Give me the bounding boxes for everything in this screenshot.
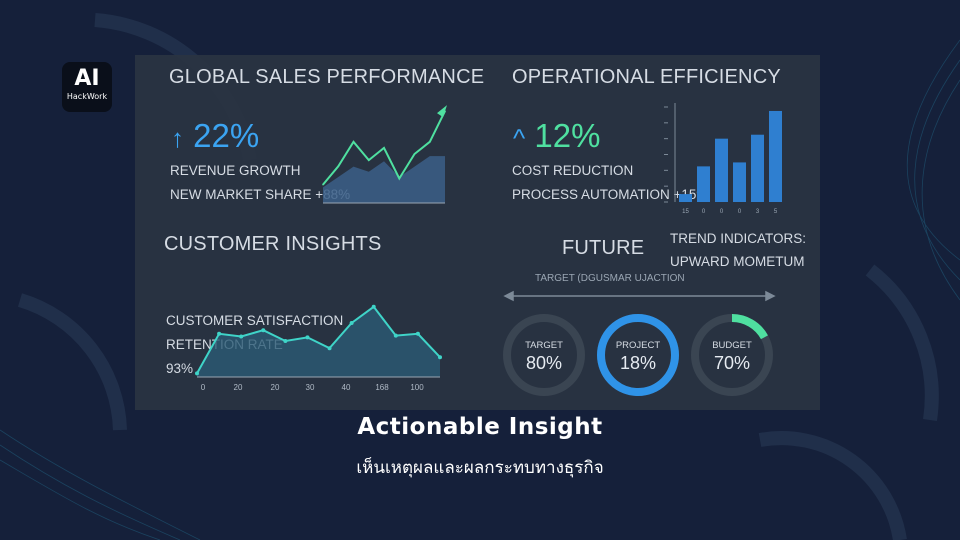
customer-point — [371, 304, 376, 309]
up-arrow-icon: ↑ — [171, 123, 184, 153]
customer-satisfaction-label: CUSTOMER SATISFACTION — [166, 313, 344, 328]
customer-x-tick-label: 30 — [306, 383, 315, 392]
bar-x-tick-label: 3 — [756, 209, 760, 215]
customer-x-tick-label: 20 — [234, 383, 243, 392]
gauge-value: 70% — [714, 353, 750, 373]
customer-point — [283, 339, 288, 343]
customer-series-line — [196, 305, 441, 374]
cost-reduction-metric: 12% — [534, 117, 601, 154]
footer-title: Actionable Insight — [357, 414, 603, 440]
sales-point — [337, 165, 340, 168]
trend-indicators-label: TREND INDICATORS: — [670, 231, 807, 246]
upward-momentum-label: UPWARD MOMETUM — [670, 254, 805, 269]
efficiency-bar-chart: 15 0 0 0 3 5 — [664, 103, 782, 215]
sales-point — [428, 140, 431, 143]
customer-insights-title: CUSTOMER INSIGHTS — [164, 233, 382, 255]
sales-point — [367, 159, 370, 161]
caret-up-icon: ^ — [513, 123, 526, 153]
customer-point — [217, 331, 222, 336]
cost-reduction-value: ^ 12% — [513, 117, 600, 155]
customer-point — [327, 346, 332, 351]
customer-point — [305, 335, 310, 340]
brand-logo: AI HackWork — [62, 62, 112, 112]
sales-point — [413, 153, 416, 155]
gauge-value: 80% — [526, 353, 562, 373]
sales-point — [383, 147, 385, 149]
bar-x-tick-label: 0 — [702, 209, 706, 215]
efficiency-bar — [715, 138, 728, 202]
sales-area-chart — [322, 105, 447, 204]
bar-x-tick-label: 5 — [774, 209, 778, 215]
gauge-track — [503, 314, 585, 396]
gauge-progress-arc — [691, 314, 773, 396]
cost-reduction-label: COST REDUCTION — [512, 163, 634, 178]
new-market-share-label: NEW MARKET SHARE +88% — [170, 187, 351, 202]
customer-point — [393, 333, 398, 338]
gauge-progress-arc — [597, 314, 679, 396]
panel-graphics: 15 0 0 0 3 5 0 20 20 30 40 168 100 TARGET 80% PROJECT… — [195, 103, 782, 396]
customer-area-fill — [197, 306, 440, 377]
efficiency-bar — [769, 110, 782, 202]
revenue-growth-metric: 22% — [193, 117, 260, 154]
sales-point — [444, 110, 446, 112]
gauge-label: BUDGET — [712, 340, 752, 351]
bar-x-tick-label: 0 — [720, 209, 724, 215]
customer-x-tick-label: 40 — [342, 383, 351, 392]
retention-rate-value: 93% — [166, 361, 194, 376]
customer-point — [261, 328, 266, 333]
efficiency-bar — [751, 134, 764, 202]
customer-x-tick-label: 168 — [375, 383, 389, 392]
sales-point — [352, 140, 355, 143]
revenue-growth-label: REVENUE GROWTH — [170, 163, 301, 178]
customer-x-tick-label: 0 — [201, 383, 206, 392]
efficiency-bar — [679, 194, 692, 202]
gauge-label: PROJECT — [616, 340, 661, 351]
process-automation-label: PROCESS AUTOMATION +15% — [512, 187, 709, 202]
gauge-value: 18% — [620, 353, 656, 373]
customer-x-tick-label: 100 — [410, 383, 424, 392]
sales-point — [322, 183, 324, 186]
customer-point — [415, 331, 420, 336]
customer-area-chart: 0 20 20 30 40 168 100 — [195, 304, 442, 392]
revenue-growth-value: ↑ 22% — [171, 117, 259, 155]
customer-point — [349, 321, 354, 325]
efficiency-bar — [697, 166, 710, 202]
footer-subtitle: เห็นเหตุผลและผลกระทบทางธุรกิจ — [356, 458, 604, 478]
sales-point — [398, 177, 401, 180]
operational-title: OPERATIONAL EFFICIENCY — [512, 66, 781, 88]
trend-arrowhead — [437, 105, 447, 118]
customer-x-tick-label: 20 — [271, 383, 280, 392]
efficiency-bar — [733, 162, 746, 202]
customer-point — [239, 334, 244, 339]
gauge-label: TARGET — [525, 340, 563, 351]
future-timeline-arrow — [503, 290, 776, 302]
dashboard-panel: GLOBAL SALES PERFORMANCE ↑ 22% REVENUE G… — [135, 55, 820, 410]
future-gauges: TARGET 80% PROJECT 18% BUDGET 70% — [503, 314, 773, 396]
customer-point — [438, 355, 442, 360]
global-sales-title: GLOBAL SALES PERFORMANCE — [169, 66, 485, 88]
logo-main-text: AI — [74, 66, 100, 91]
bar-x-tick-label: 15 — [682, 209, 689, 215]
customer-point — [195, 371, 199, 376]
sales-area-fill — [323, 156, 445, 203]
logo-sub-text: HackWork — [66, 92, 108, 101]
future-axis-label: TARGET (DGUSMAR UJACTION — [535, 273, 685, 284]
bar-x-tick-label: 0 — [738, 209, 742, 215]
future-title: FUTURE — [562, 237, 645, 259]
